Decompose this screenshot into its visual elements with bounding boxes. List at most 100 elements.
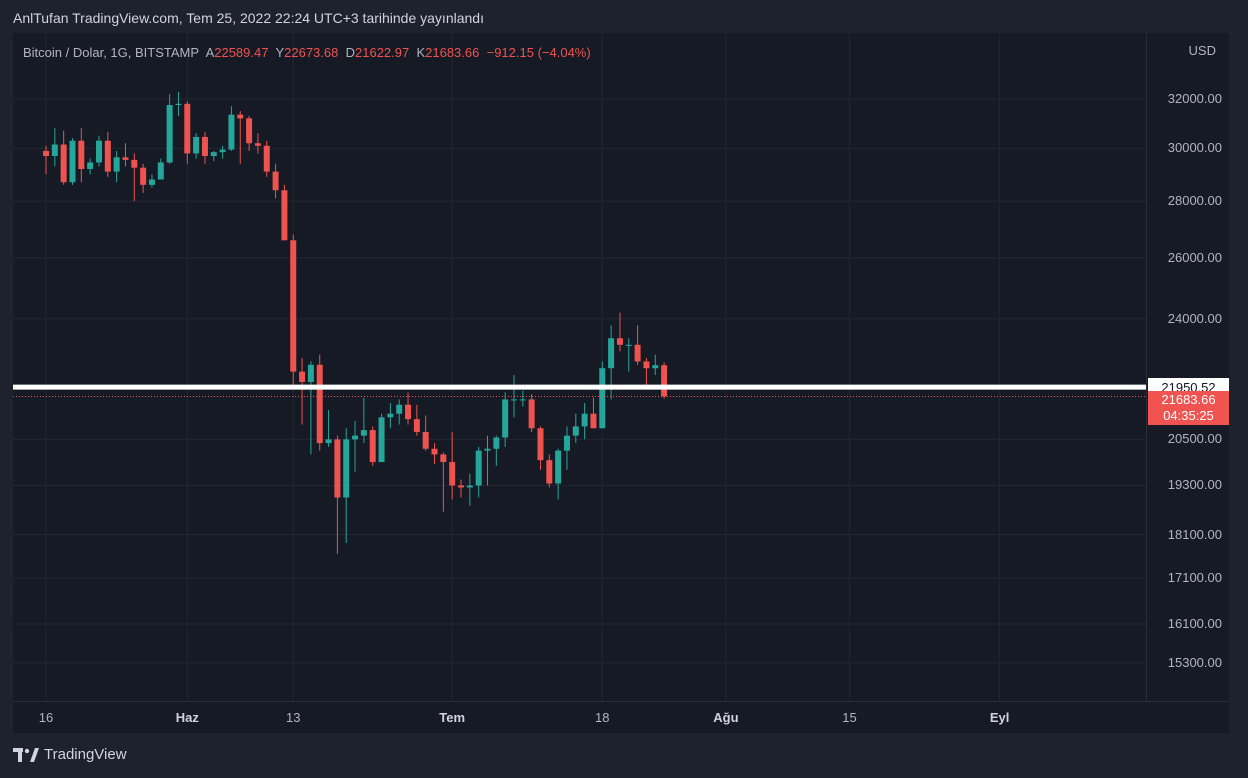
legend-symbol[interactable]: Bitcoin / Dolar, 1G, BITSTAMP bbox=[23, 45, 200, 60]
candle-body bbox=[475, 450, 482, 486]
candle bbox=[661, 362, 668, 399]
candle bbox=[43, 145, 49, 175]
candle-body bbox=[599, 368, 606, 429]
candle-body bbox=[519, 399, 526, 401]
candle-body bbox=[616, 338, 623, 345]
price-plot[interactable] bbox=[13, 33, 1146, 701]
candle-body bbox=[272, 171, 279, 191]
legend-high-label: Y bbox=[275, 45, 285, 60]
candle-body bbox=[352, 435, 359, 440]
candle bbox=[519, 390, 526, 407]
price-tick-label: 32000.00 bbox=[1167, 91, 1222, 106]
candle bbox=[131, 153, 138, 202]
candle-body bbox=[643, 361, 650, 369]
candle bbox=[634, 325, 641, 365]
candle bbox=[396, 399, 403, 425]
tradingview-brand[interactable]: TradingView bbox=[13, 746, 127, 763]
candle bbox=[458, 479, 465, 498]
legend-close: 21683.66 bbox=[425, 45, 480, 60]
candle-body bbox=[316, 364, 323, 444]
candle-body bbox=[555, 450, 562, 484]
candle-body bbox=[299, 371, 306, 382]
candle-body bbox=[634, 344, 641, 362]
candle bbox=[272, 163, 279, 199]
candle-body bbox=[396, 404, 403, 414]
candle bbox=[616, 312, 623, 352]
candle-body bbox=[413, 419, 420, 432]
price-scale[interactable]: USD 32000.00 30000.00 28000.00 26000.00 2400… bbox=[1146, 33, 1230, 701]
legend-high: 22673.68 bbox=[284, 45, 339, 60]
candle-body bbox=[440, 454, 447, 463]
legend-low-label: D bbox=[345, 45, 355, 60]
chart-frame[interactable]: Bitcoin / Dolar, 1G, BITSTAMP A22589.47 … bbox=[13, 33, 1229, 733]
candle bbox=[175, 91, 182, 116]
price-tick-label: 20500.00 bbox=[1167, 431, 1222, 447]
candle-body bbox=[422, 431, 429, 449]
candle-body bbox=[95, 140, 102, 163]
candle-body bbox=[510, 399, 517, 401]
price-tick-label: 15300.00 bbox=[1167, 655, 1222, 670]
candle-body bbox=[466, 485, 473, 488]
candle bbox=[166, 94, 173, 164]
candle-body bbox=[69, 140, 76, 183]
candle bbox=[537, 426, 544, 470]
candle-body bbox=[113, 157, 120, 172]
candle bbox=[95, 135, 102, 167]
time-tick-label: 18 bbox=[595, 710, 610, 725]
grid bbox=[13, 33, 1146, 701]
candle-body bbox=[166, 104, 173, 163]
time-tick-label: Tem bbox=[439, 710, 466, 725]
candle bbox=[563, 426, 570, 470]
candle bbox=[228, 106, 235, 151]
candle bbox=[378, 413, 385, 463]
candle bbox=[157, 158, 164, 180]
candle bbox=[502, 392, 509, 447]
candle bbox=[219, 145, 226, 159]
legend-open-label: A bbox=[205, 45, 215, 60]
candle bbox=[104, 131, 111, 177]
candle bbox=[387, 402, 394, 429]
price-tick-label: 19300.00 bbox=[1167, 477, 1222, 493]
time-tick-label: Haz bbox=[175, 710, 199, 725]
candle bbox=[254, 133, 261, 154]
candle bbox=[572, 413, 579, 444]
candle bbox=[290, 234, 297, 389]
candle bbox=[590, 397, 597, 429]
legend-change: −912.15 (−4.04%) bbox=[486, 45, 591, 60]
bar-countdown: 04:35:25 bbox=[1163, 408, 1214, 424]
candle-body bbox=[131, 159, 138, 168]
candle-body bbox=[343, 439, 350, 498]
candle bbox=[493, 435, 500, 466]
candle-body bbox=[378, 417, 385, 463]
candle bbox=[184, 101, 191, 164]
candle-body bbox=[157, 162, 164, 180]
candle-body bbox=[502, 399, 509, 438]
candle-body bbox=[590, 413, 597, 429]
candles bbox=[43, 91, 668, 554]
candle bbox=[466, 473, 473, 506]
candle bbox=[555, 448, 562, 500]
candle bbox=[210, 150, 217, 162]
candle-body bbox=[652, 365, 659, 369]
candle bbox=[69, 138, 76, 185]
candle bbox=[148, 174, 155, 188]
candle-body bbox=[175, 103, 182, 105]
candle bbox=[643, 358, 650, 389]
candle bbox=[316, 354, 323, 451]
candle-body bbox=[263, 145, 270, 172]
candle bbox=[405, 392, 412, 425]
price-tick-label: 17100.00 bbox=[1167, 569, 1222, 585]
candle bbox=[122, 143, 129, 167]
candle bbox=[625, 338, 632, 372]
candle-body bbox=[493, 437, 500, 449]
time-scale[interactable]: 16 Haz 13 Tem 18 Ağu 15 Eyl bbox=[13, 701, 1229, 734]
candle bbox=[325, 410, 332, 447]
candle bbox=[201, 131, 208, 164]
price-tick-label: 30000.00 bbox=[1167, 140, 1222, 156]
candle-body bbox=[201, 136, 208, 157]
candle bbox=[484, 435, 491, 486]
candle-body bbox=[528, 399, 535, 429]
price-tick-label: 26000.00 bbox=[1167, 249, 1222, 265]
candle-body bbox=[484, 448, 491, 451]
candle-body bbox=[537, 428, 544, 461]
